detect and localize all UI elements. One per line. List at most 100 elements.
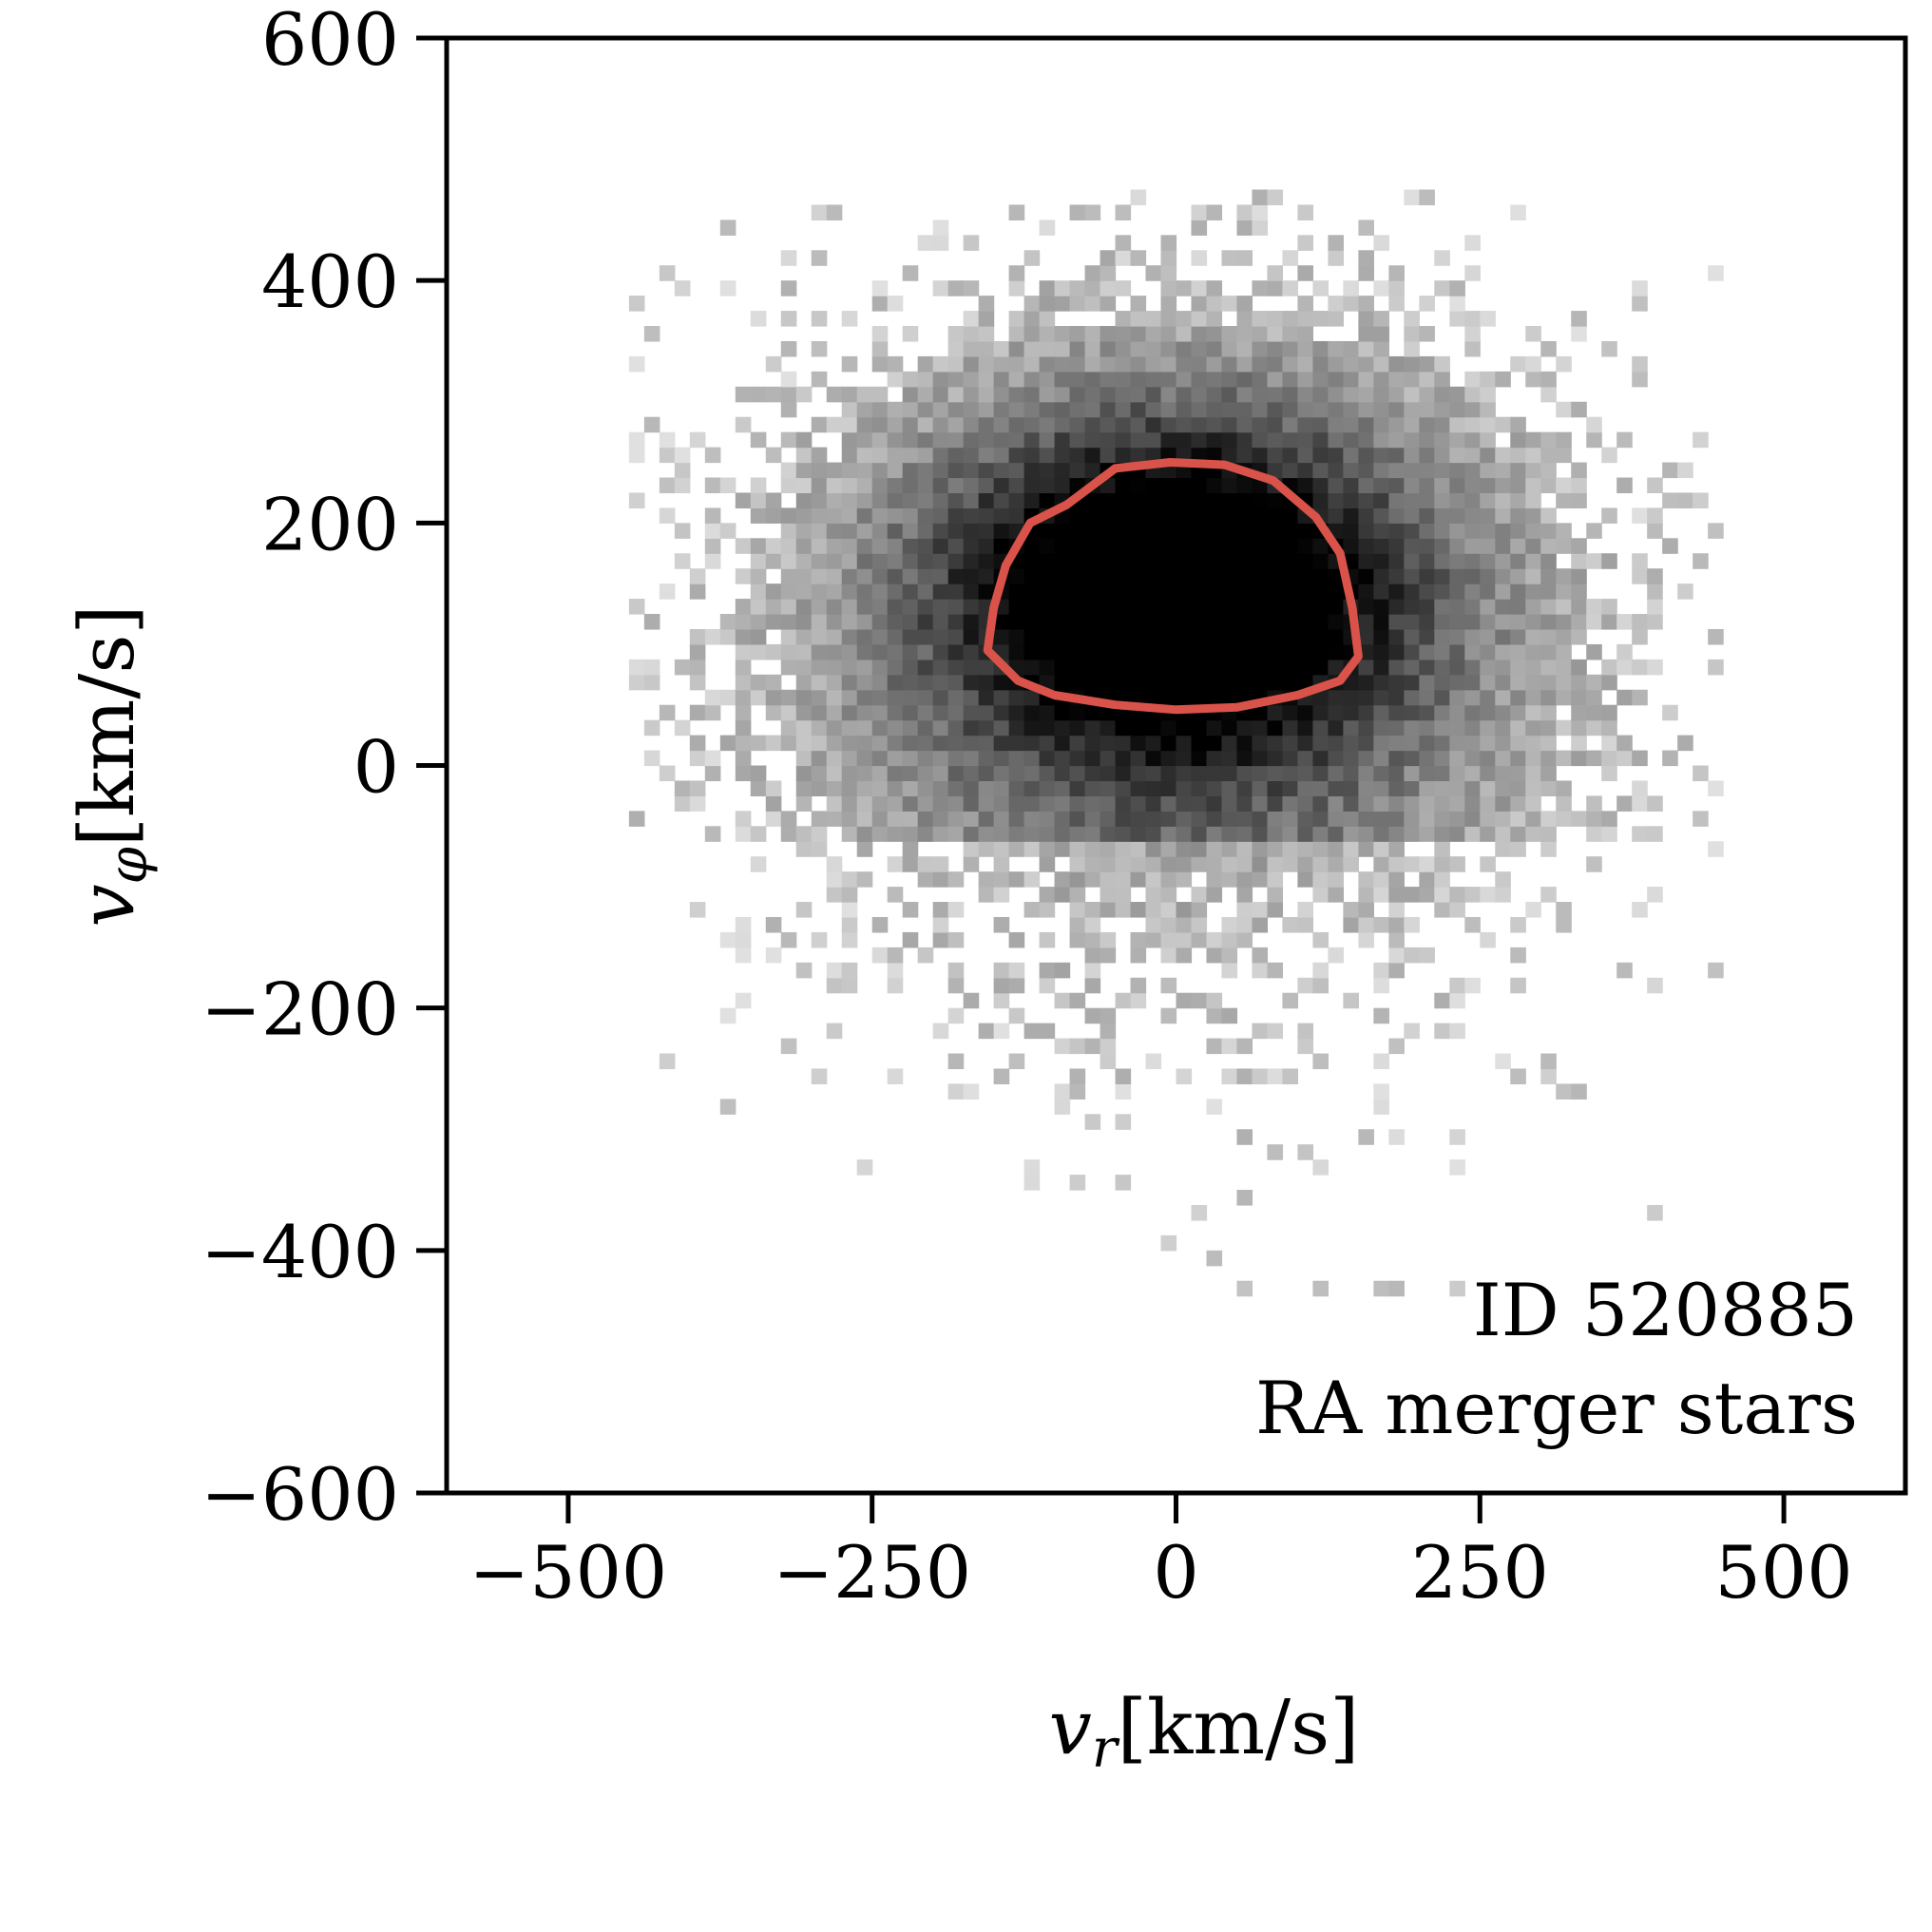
heatmap-bin: [1023, 841, 1041, 857]
heatmap-bin: [1160, 431, 1177, 449]
heatmap-bin: [963, 386, 980, 403]
heatmap-bin: [1236, 355, 1253, 373]
heatmap-bin: [1267, 765, 1284, 782]
heatmap-bin: [704, 523, 721, 539]
heatmap-bin: [1434, 371, 1450, 388]
heatmap-bin: [1160, 628, 1177, 645]
heatmap-bin: [902, 704, 919, 721]
heatmap-bin: [1008, 719, 1025, 736]
heatmap-bin: [1100, 826, 1117, 842]
heatmap-bin: [871, 750, 889, 767]
heatmap-bin: [1404, 523, 1420, 539]
heatmap-bin: [1510, 599, 1526, 615]
heatmap-bin: [1510, 735, 1526, 752]
contour-line: [983, 458, 1363, 715]
heatmap-bin: [811, 553, 828, 569]
heatmap-bin: [1191, 841, 1208, 857]
heatmap-bin: [1115, 1114, 1132, 1130]
heatmap-bin: [1373, 326, 1389, 342]
heatmap-bin: [1221, 1068, 1238, 1085]
heatmap-bin: [1008, 326, 1025, 342]
heatmap-bin: [1343, 856, 1359, 872]
heatmap-bin: [1404, 614, 1420, 630]
heatmap-bin: [978, 431, 995, 449]
heatmap-bin: [1191, 628, 1208, 645]
heatmap-bin: [1343, 280, 1359, 296]
heatmap-bin: [1328, 811, 1344, 827]
heatmap-bin: [887, 962, 904, 979]
heatmap-bin: [1647, 1204, 1663, 1221]
heatmap-bin: [1419, 355, 1435, 373]
heatmap-bin: [780, 401, 797, 418]
heatmap-bin: [1023, 340, 1041, 357]
heatmap-bin: [1419, 416, 1435, 433]
heatmap-bin: [1404, 447, 1420, 464]
heatmap-bin: [871, 811, 889, 827]
heatmap-bin: [1221, 477, 1238, 494]
heatmap-bin: [871, 947, 889, 964]
heatmap-bin: [1206, 355, 1223, 373]
heatmap-bin: [1130, 311, 1147, 327]
heatmap-bin: [1525, 811, 1541, 827]
heatmap-bin: [1160, 902, 1177, 918]
heatmap-bin: [1434, 659, 1450, 676]
heatmap-bin: [917, 826, 934, 842]
heatmap-bin: [659, 431, 676, 449]
heatmap-bin: [1297, 599, 1314, 615]
heatmap-bin: [1358, 735, 1374, 752]
heatmap-bin: [1130, 599, 1147, 615]
heatmap-bin: [1297, 614, 1314, 630]
heatmap-bin: [659, 704, 676, 721]
heatmap-bin: [1480, 765, 1496, 782]
heatmap-bin: [1404, 340, 1420, 357]
heatmap-bin: [1008, 265, 1025, 281]
heatmap-bin: [1145, 916, 1162, 933]
heatmap-bin: [1404, 326, 1420, 342]
heatmap-bin: [1008, 826, 1025, 842]
heatmap-bin: [1191, 220, 1208, 236]
heatmap-bin: [947, 553, 965, 569]
heatmap-bin: [1084, 553, 1101, 569]
heatmap-bin: [1252, 371, 1269, 388]
heatmap-bin: [1252, 719, 1269, 736]
heatmap-bin: [1388, 704, 1405, 721]
heatmap-bin: [902, 507, 919, 524]
heatmap-bin: [1221, 355, 1238, 373]
heatmap-bin: [917, 765, 934, 782]
heatmap-bin: [963, 355, 980, 373]
heatmap-bin: [1252, 599, 1269, 615]
heatmap-bin: [1160, 583, 1177, 600]
heatmap-bin: [1480, 583, 1496, 600]
heatmap-bin: [1206, 992, 1223, 1009]
heatmap-bin: [1236, 568, 1253, 584]
heatmap-bin: [1464, 538, 1481, 554]
heatmap-bin: [1176, 719, 1193, 736]
heatmap-bin: [978, 492, 995, 508]
y-tick-label: −200: [201, 967, 399, 1052]
heatmap-bin: [1084, 492, 1101, 508]
heatmap-bin: [1039, 538, 1056, 554]
heatmap-bin: [826, 553, 843, 569]
heatmap-bin: [1525, 628, 1541, 645]
heatmap-bin: [735, 992, 752, 1009]
heatmap-bin: [1495, 523, 1511, 539]
heatmap-bin: [1145, 689, 1162, 706]
heatmap-bin: [1388, 1280, 1405, 1297]
heatmap-bin: [1464, 735, 1481, 752]
heatmap-bin: [1510, 507, 1526, 524]
heatmap-bin: [1480, 492, 1496, 508]
heatmap-bin: [1328, 235, 1344, 251]
heatmap-bin: [856, 780, 873, 796]
heatmap-bin: [1160, 340, 1177, 357]
heatmap-bin: [1130, 841, 1147, 857]
heatmap-bin: [1100, 947, 1117, 964]
heatmap-bin: [932, 1023, 949, 1040]
heatmap-bin: [917, 780, 934, 796]
x-axis-label: vr[km/s]: [1049, 1683, 1360, 1780]
heatmap-bin: [1434, 614, 1450, 630]
heatmap-bin: [1176, 780, 1193, 796]
heatmap-bin: [1023, 826, 1041, 842]
heatmap-bin: [1495, 538, 1511, 554]
heatmap-bin: [1100, 431, 1117, 449]
heatmap-bin: [1297, 583, 1314, 600]
